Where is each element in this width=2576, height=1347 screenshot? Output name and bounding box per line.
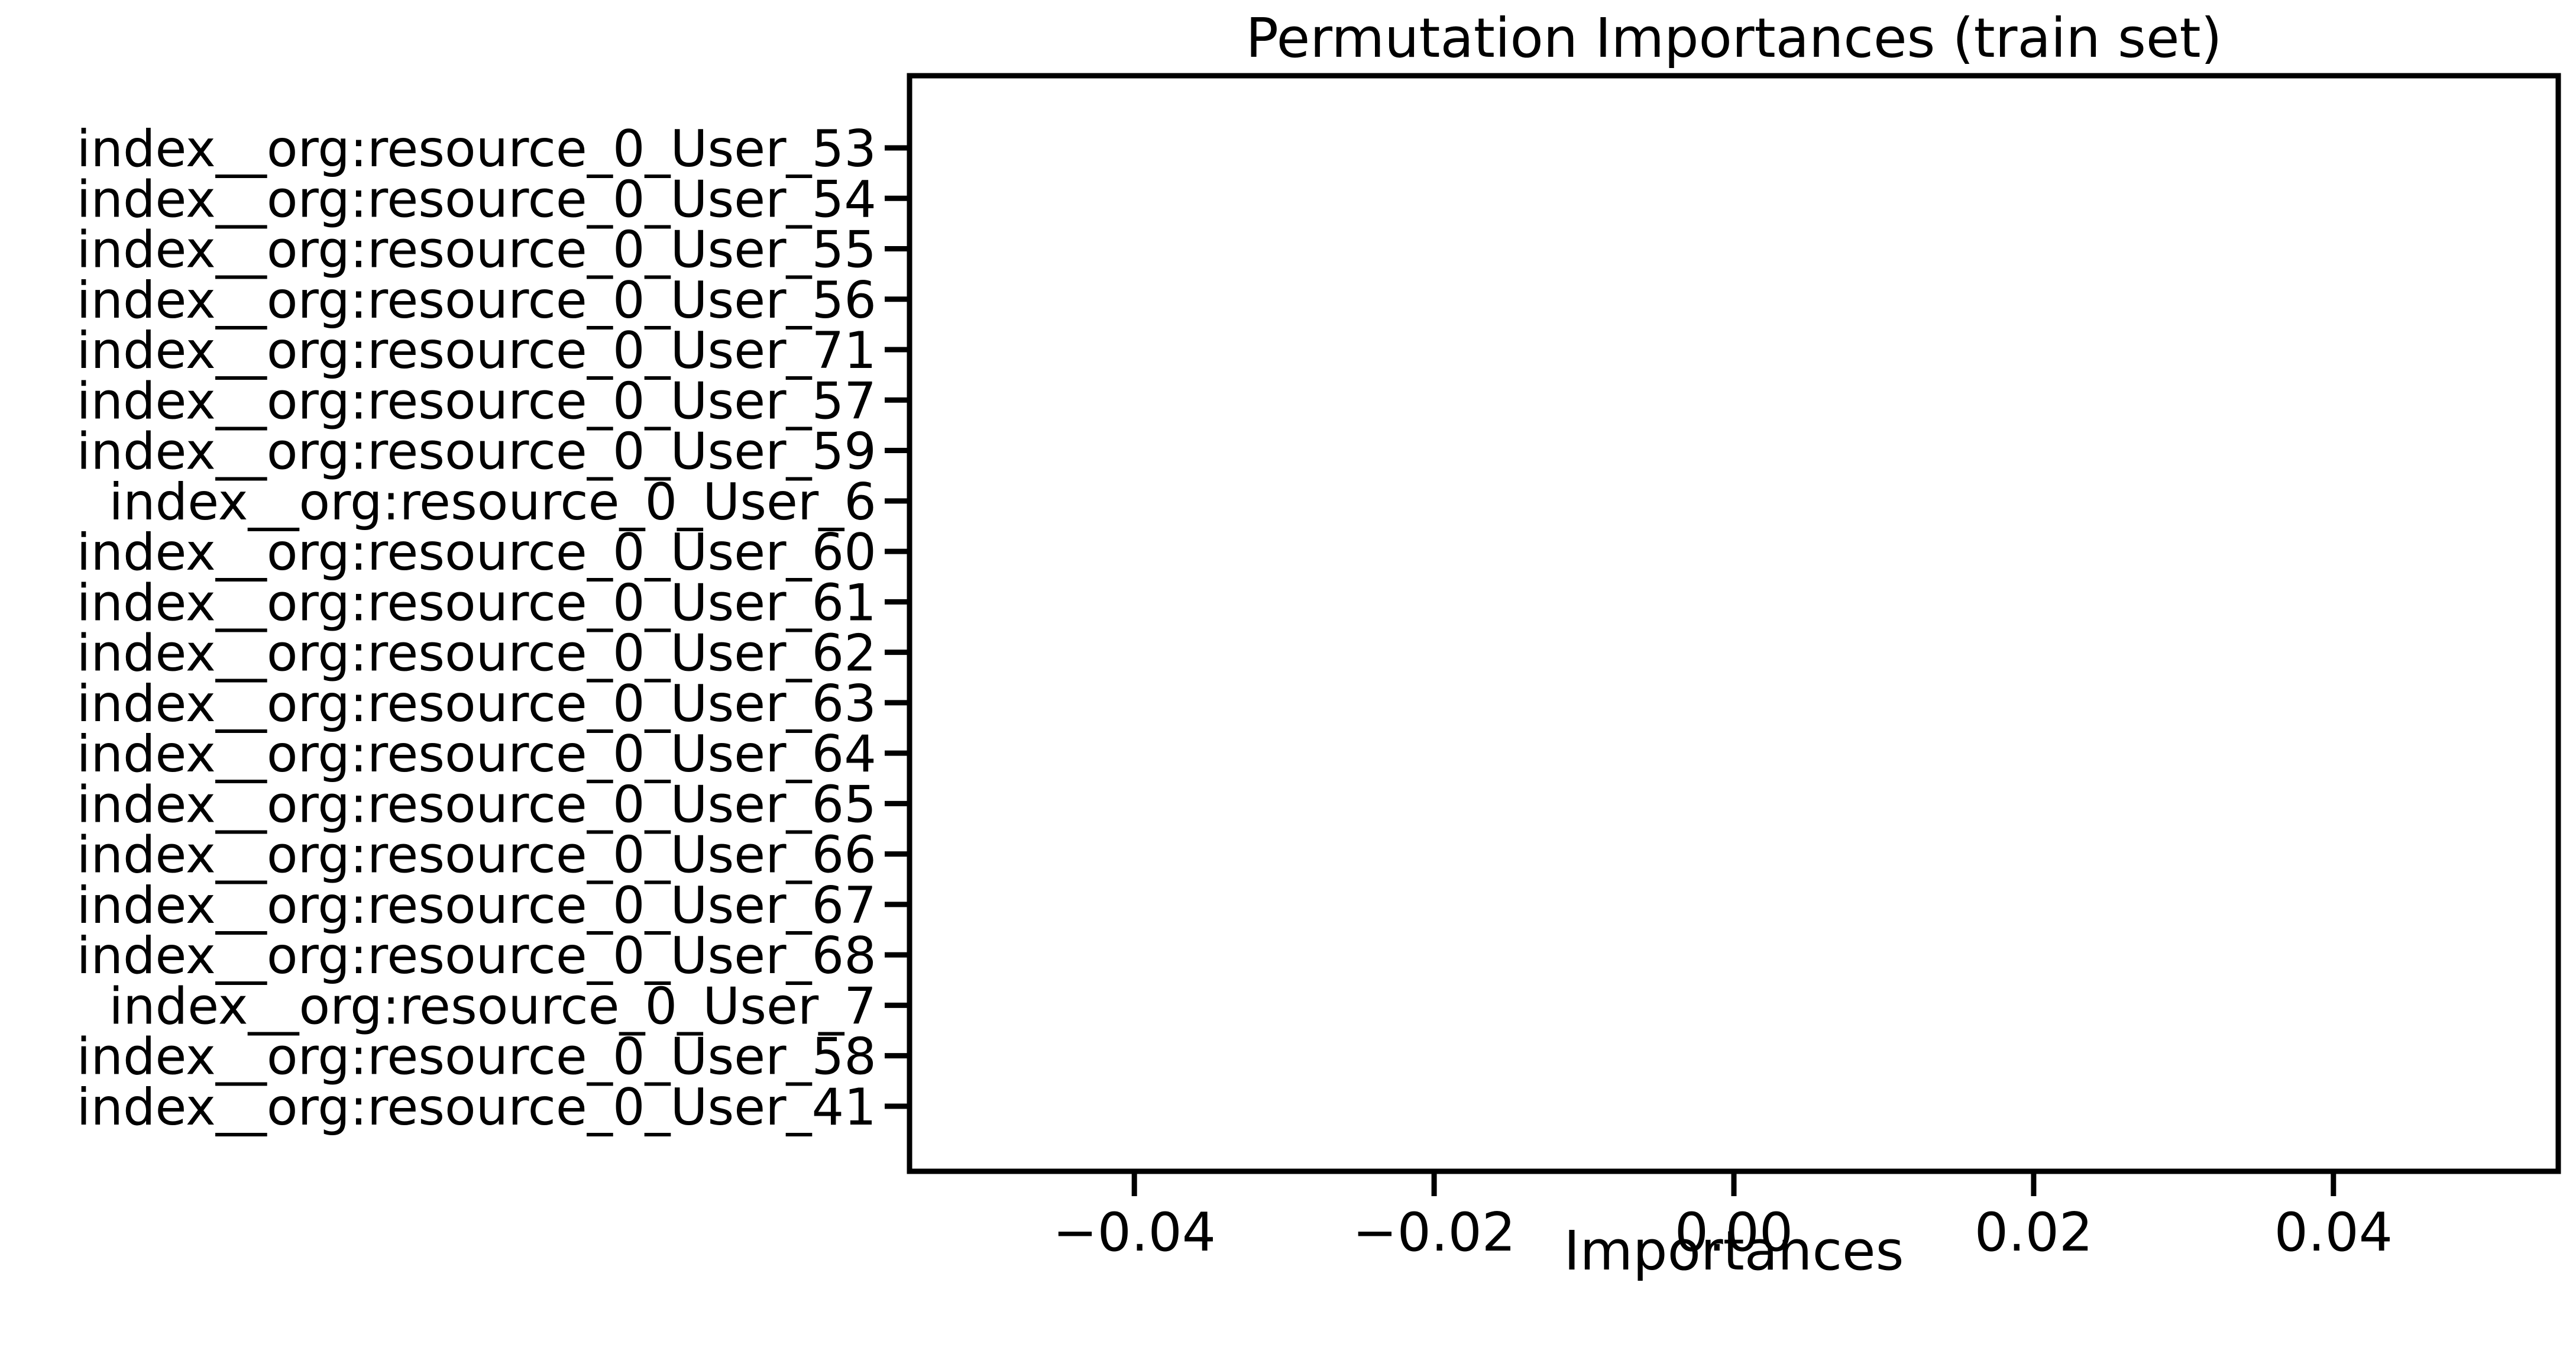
y-tick-label: index__org:resource_0_User_60 bbox=[77, 523, 876, 582]
y-axis: index__org:resource_0_User_53index__org:… bbox=[77, 119, 910, 1137]
y-tick-label: index__org:resource_0_User_61 bbox=[77, 573, 876, 632]
y-tick-label: index__org:resource_0_User_64 bbox=[77, 725, 876, 784]
x-tick-label: 0.02 bbox=[1975, 1201, 2093, 1264]
y-tick-label: index__org:resource_0_User_57 bbox=[77, 372, 876, 431]
x-tick-label: −0.04 bbox=[1053, 1201, 1216, 1264]
y-tick-label: index__org:resource_0_User_67 bbox=[77, 876, 876, 935]
chart-title: Permutation Importances (train set) bbox=[1245, 7, 2222, 70]
y-tick-label: index__org:resource_0_User_55 bbox=[77, 221, 876, 280]
y-tick-label: index__org:resource_0_User_59 bbox=[77, 422, 876, 482]
x-tick-label: 0.00 bbox=[1675, 1201, 1793, 1264]
y-tick-label: index__org:resource_0_User_54 bbox=[77, 170, 876, 229]
y-tick-label: index__org:resource_0_User_71 bbox=[77, 321, 876, 380]
y-tick-label: index__org:resource_0_User_7 bbox=[109, 977, 876, 1036]
x-tick-label: 0.04 bbox=[2274, 1201, 2393, 1264]
y-tick-label: index__org:resource_0_User_65 bbox=[77, 775, 876, 834]
x-tick-label: −0.02 bbox=[1352, 1201, 1516, 1264]
plot-area-frame bbox=[907, 73, 2561, 1174]
y-tick-label: index__org:resource_0_User_41 bbox=[77, 1078, 876, 1137]
x-axis-label: Importances bbox=[1564, 1219, 1904, 1283]
y-tick-label: index__org:resource_0_User_63 bbox=[77, 674, 876, 734]
x-axis: −0.04 −0.02 0.00 0.02 0.04 bbox=[1053, 1171, 2393, 1264]
y-tick-label: index__org:resource_0_User_56 bbox=[77, 271, 876, 330]
y-tick-label: index__org:resource_0_User_66 bbox=[77, 826, 876, 885]
y-tick-label: index__org:resource_0_User_62 bbox=[77, 624, 876, 683]
y-tick-label: index__org:resource_0_User_58 bbox=[77, 1028, 876, 1087]
y-tick-label: index__org:resource_0_User_68 bbox=[77, 926, 876, 986]
y-tick-label: index__org:resource_0_User_6 bbox=[109, 473, 876, 532]
y-tick-label: index__org:resource_0_User_53 bbox=[77, 119, 876, 179]
